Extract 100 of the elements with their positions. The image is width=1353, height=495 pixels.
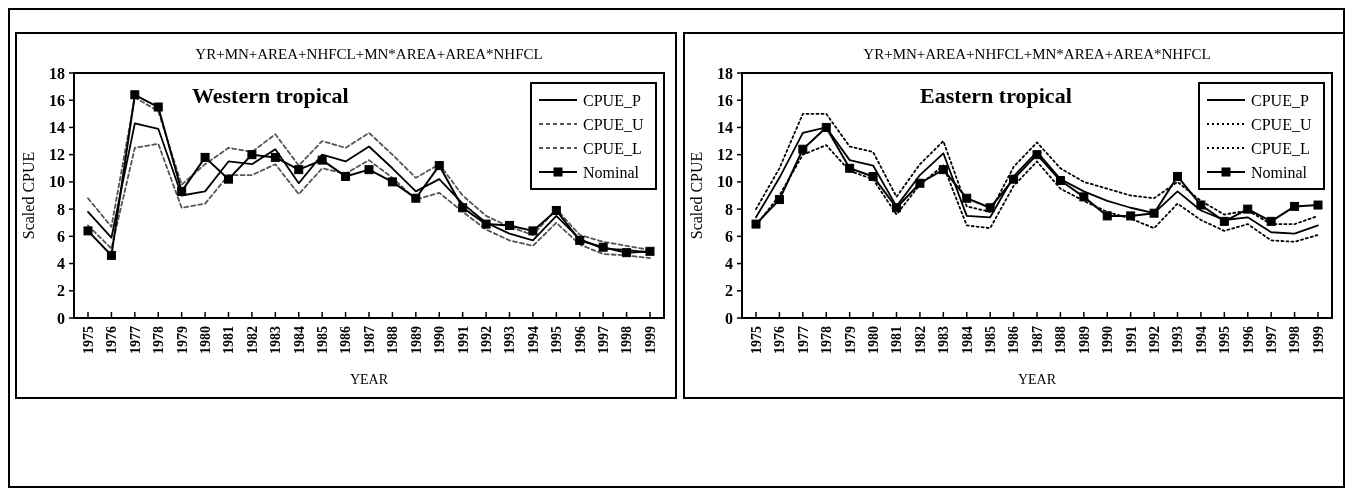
x-tick-label: 1986	[338, 326, 354, 354]
x-tick-label: 1991	[455, 326, 471, 354]
point	[915, 178, 925, 188]
x-tick-label: 1975	[748, 326, 764, 354]
point	[598, 242, 608, 252]
point	[528, 226, 538, 236]
point	[1173, 171, 1182, 181]
y-tick-label: 0	[57, 309, 65, 327]
y-tick-label: 2	[725, 282, 733, 300]
x-tick-label: 1999	[642, 326, 658, 354]
x-tick-label: 1978	[151, 326, 167, 354]
point	[83, 226, 93, 236]
x-tick-label: 1995	[549, 326, 565, 354]
point	[411, 193, 421, 203]
point	[622, 248, 632, 258]
x-tick-label: 1983	[936, 326, 952, 354]
x-tick-label: 1989	[1076, 326, 1092, 354]
point	[1055, 176, 1065, 186]
point	[821, 122, 831, 132]
x-tick-label: 1980	[865, 326, 881, 354]
point	[200, 152, 210, 162]
point	[1196, 200, 1206, 210]
legend-label: CPUE_P	[583, 91, 641, 109]
y-axis-title: Scaled CPUE	[688, 151, 705, 240]
x-tick-label: 1975	[80, 326, 96, 354]
point	[1313, 200, 1323, 210]
x-axis-title: YEAR	[349, 372, 389, 387]
x-tick-label: 1998	[619, 326, 635, 354]
point	[294, 165, 304, 175]
x-tick-label: 1985	[315, 326, 331, 354]
y-tick-label: 18	[49, 64, 65, 82]
y-tick-label: 8	[725, 200, 733, 218]
point	[224, 174, 233, 184]
legend-label: CPUE_P	[1251, 91, 1309, 109]
point	[751, 219, 761, 229]
point	[270, 152, 280, 162]
legend-label: CPUE_L	[583, 139, 642, 157]
point	[1032, 150, 1042, 160]
point	[317, 155, 327, 165]
point	[153, 102, 163, 112]
point	[1126, 211, 1136, 221]
x-tick-label: 1984	[291, 326, 307, 354]
legend-label: Nominal	[1251, 163, 1308, 181]
annotation: Eastern tropical	[920, 83, 1072, 108]
y-tick-label: 4	[725, 255, 733, 273]
x-tick-label: 1982	[244, 326, 260, 354]
point	[434, 161, 444, 171]
y-tick-label: 16	[717, 91, 733, 109]
x-tick-label: 1981	[889, 326, 905, 354]
x-tick-label: 1994	[525, 326, 541, 354]
point	[1009, 174, 1019, 184]
x-tick-label: 1981	[221, 326, 237, 354]
point	[892, 203, 901, 213]
y-tick-label: 14	[49, 119, 65, 137]
x-tick-label: 1999	[1310, 326, 1326, 354]
point	[774, 195, 784, 205]
x-tick-label: 1985	[983, 326, 999, 354]
point	[458, 203, 468, 213]
point	[1290, 201, 1300, 211]
point	[1266, 216, 1276, 226]
x-tick-label: 1988	[385, 326, 401, 354]
x-tick-label: 1997	[1264, 326, 1280, 354]
x-tick-label: 1997	[596, 326, 612, 354]
point	[341, 171, 351, 181]
y-tick-label: 0	[725, 309, 733, 327]
y-tick-label: 12	[717, 146, 733, 164]
y-tick-label: 10	[717, 173, 733, 191]
point	[1149, 208, 1159, 218]
point	[962, 193, 972, 203]
x-tick-label: 1992	[1146, 326, 1162, 354]
x-tick-label: 1988	[1053, 326, 1069, 354]
point	[505, 220, 514, 230]
y-axis-title: Scaled CPUE	[20, 151, 37, 240]
x-tick-label: 1990	[1100, 326, 1116, 354]
point	[575, 235, 585, 245]
x-tick-label: 1994	[1193, 326, 1209, 354]
y-tick-label: 12	[49, 146, 65, 164]
x-tick-label: 1980	[197, 326, 213, 354]
y-tick-label: 18	[717, 64, 733, 82]
point	[106, 250, 116, 260]
point	[177, 186, 187, 196]
y-tick-label: 2	[57, 282, 65, 300]
x-tick-label: 1991	[1123, 326, 1139, 354]
x-tick-label: 1987	[361, 326, 377, 354]
x-tick-label: 1982	[912, 326, 928, 354]
point	[130, 90, 140, 100]
point	[551, 205, 561, 215]
y-tick-label: 6	[725, 227, 733, 245]
point	[985, 203, 995, 213]
legend-label: CPUE_L	[1251, 139, 1310, 157]
x-axis-title: YEAR	[1017, 372, 1057, 387]
y-tick-label: 8	[57, 200, 65, 218]
point	[387, 177, 397, 187]
y-tick-label: 10	[49, 173, 65, 191]
x-tick-label: 1996	[1240, 326, 1256, 354]
legend-label: Nominal	[583, 163, 640, 181]
chart-title: YR+MN+AREA+NHFCL+MN*AREA+AREA*NHFCL	[195, 46, 543, 62]
point	[845, 163, 855, 173]
y-tick-label: 6	[57, 227, 65, 245]
x-tick-label: 1993	[1170, 326, 1186, 354]
